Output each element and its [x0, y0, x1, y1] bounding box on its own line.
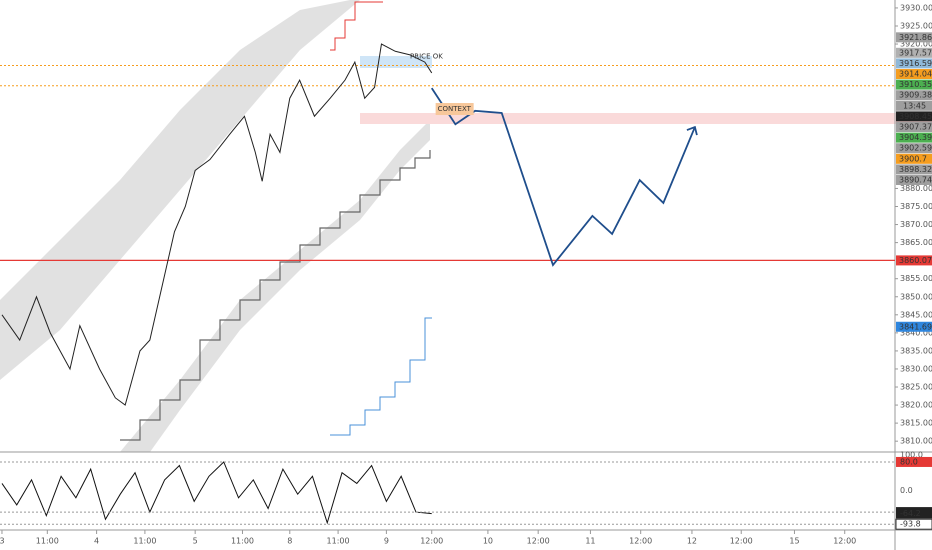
- osc-label: 80.0: [900, 457, 918, 466]
- y-tick-label: 3840.00: [900, 328, 932, 337]
- price-label: 3910.35: [899, 80, 932, 89]
- x-tick-label: 11: [585, 537, 595, 546]
- countdown-bg: [896, 100, 932, 111]
- staircase: [120, 150, 431, 441]
- annotation: PRICE OK: [410, 52, 443, 60]
- x-tick-label: 8: [287, 537, 292, 546]
- price-label: 3902.59: [899, 144, 932, 153]
- y-tick-label: 3865.00: [900, 238, 932, 247]
- osc-label-bg: [896, 456, 932, 467]
- y-tick-label: 3920.00: [900, 40, 932, 49]
- price-label: 3914.04: [899, 70, 932, 79]
- x-tick-label: 12:00: [730, 537, 753, 546]
- osc-label-bg: [895, 518, 932, 530]
- y-tick-label: 3835.00: [900, 346, 932, 355]
- price-label-bg: [896, 47, 932, 58]
- price-label: 3898.32: [899, 165, 932, 174]
- price-label: 3909.38: [899, 91, 932, 100]
- y-tick-label: 3925.00: [900, 21, 932, 30]
- price-label: 3890.74: [899, 176, 932, 185]
- price-label-bg: [896, 32, 932, 43]
- x-tick-label: 10: [483, 537, 493, 546]
- x-tick-label: 12:00: [833, 537, 856, 546]
- price-label: 3916.59: [899, 59, 932, 68]
- x-tick-label: 12:00: [527, 537, 550, 546]
- x-tick-label: 9: [384, 537, 389, 546]
- x-tick-label: 12:00: [629, 537, 652, 546]
- x-tick-label: 11:00: [36, 537, 59, 546]
- price-label-bg: [896, 122, 932, 133]
- y-tick-label: 3830.00: [900, 364, 932, 373]
- y-tick-label: 3870.00: [900, 220, 932, 229]
- staircase: [330, 1, 383, 51]
- y-tick-label: 3875.00: [900, 202, 932, 211]
- x-tick-label: 3: [0, 537, 5, 546]
- y-tick-label: 3845.00: [900, 310, 932, 319]
- staircase: [330, 317, 432, 436]
- y-tick-label: 3820.00: [900, 401, 932, 410]
- price-label-bg: [896, 58, 932, 69]
- price-label-bg: [896, 321, 932, 332]
- x-tick-label: 11:00: [133, 537, 156, 546]
- price-label: 3908.45: [899, 112, 932, 121]
- price-label: 3917.57: [899, 48, 932, 57]
- y-tick-label: 3855.00: [900, 274, 932, 283]
- y-tick-label: 3930.00: [900, 3, 932, 12]
- annotation-box: [435, 103, 474, 116]
- osc-label-bg: [896, 508, 932, 519]
- x-tick-label: 12: [687, 537, 697, 546]
- price-label-bg: [896, 132, 932, 143]
- price-label-bg: [896, 255, 932, 266]
- x-tick-label: 12:00: [420, 537, 443, 546]
- price-label: 3900.7: [899, 154, 927, 163]
- x-tick-label: 4: [94, 537, 99, 546]
- y-tick-label: 0.0: [900, 486, 913, 495]
- x-tick-label: 11:00: [327, 537, 350, 546]
- price-label: 3841.69: [899, 322, 932, 331]
- price-label: 3907.37: [899, 123, 932, 132]
- y-tick-label: 100.0: [900, 450, 923, 459]
- osc-label: -93.8: [900, 520, 921, 529]
- arrow-head: [686, 125, 698, 136]
- y-tick-label: 3880.00: [900, 184, 932, 193]
- price-label-bg: [896, 175, 932, 186]
- series-line: [430, 87, 696, 267]
- osc-label: -64.2: [900, 509, 921, 518]
- price-label-bg: [896, 90, 932, 101]
- annotation: CONTEXT: [438, 105, 472, 113]
- y-tick-label: 3825.00: [900, 383, 932, 392]
- price-label-bg: [896, 111, 932, 122]
- series-line: [1, 461, 432, 525]
- price-label-bg: [896, 164, 932, 175]
- price-label-bg: [896, 69, 932, 80]
- price-label: 3860.07: [899, 256, 932, 265]
- y-tick-label: 3815.00: [900, 419, 932, 428]
- price-label-bg: [896, 153, 932, 164]
- y-tick-label: 3850.00: [900, 292, 932, 301]
- x-tick-label: 11:00: [231, 537, 254, 546]
- series-line: [1, 43, 433, 406]
- price-label: 3921.86: [899, 33, 932, 42]
- countdown: 13:45: [903, 101, 926, 110]
- x-tick-label: 15: [789, 537, 799, 546]
- price-label-bg: [896, 143, 932, 154]
- x-tick-label: 5: [193, 537, 198, 546]
- price-label-bg: [896, 79, 932, 90]
- y-tick-label: 3810.00: [900, 437, 932, 446]
- price-label: 3904.39: [899, 133, 932, 142]
